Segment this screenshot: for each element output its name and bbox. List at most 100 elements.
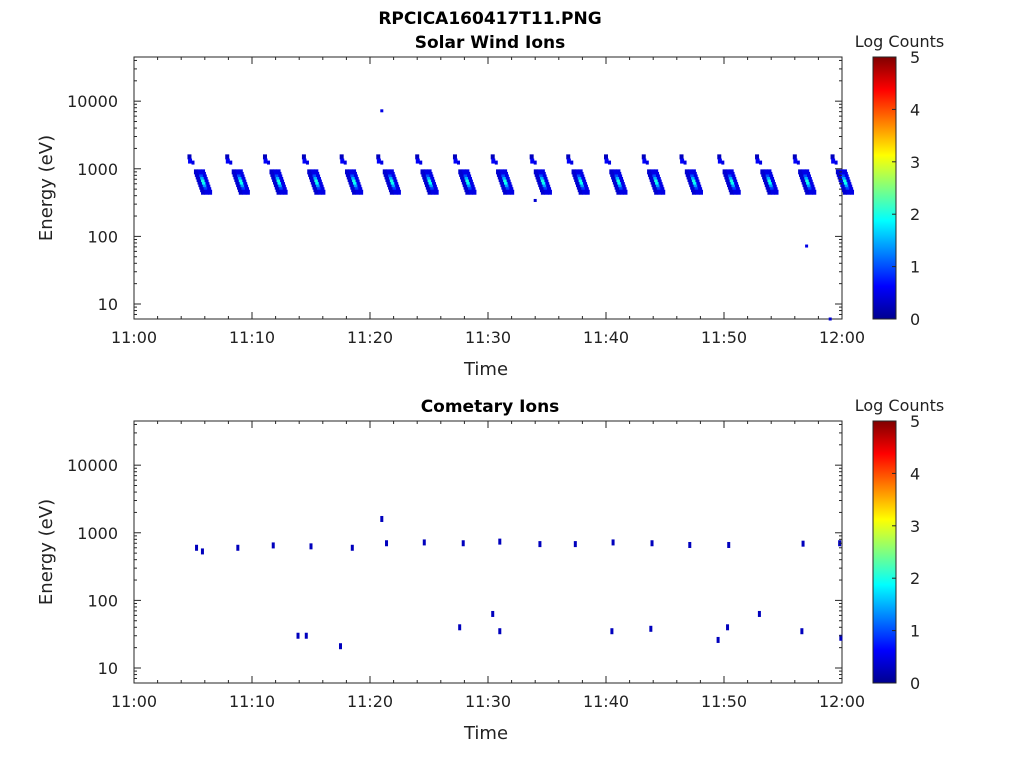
colorbar-tick-label: 0 [910,674,920,693]
heatmap-cell [805,179,810,185]
heatmap-cell [278,184,283,190]
heatmap-cell [540,189,545,195]
colorbar-label: Log Counts [855,32,945,51]
heatmap-cell [316,174,321,180]
heatmap-cell [727,184,732,190]
heatmap-cell [194,171,199,177]
heatmap-cell [463,184,468,190]
heatmap-point [611,539,615,546]
heatmap-cell [649,177,654,183]
heatmap-cell [241,177,246,183]
heatmap-cell [620,182,625,188]
heatmap-cell [617,171,622,177]
heatmap-cell [576,174,581,180]
heatmap-cell [387,171,392,177]
heatmap-cell [262,154,267,160]
heatmap-cell [197,169,202,175]
heatmap-cell [698,189,703,195]
colorbar-tick-label: 2 [910,569,920,588]
heatmap-point [236,544,240,551]
heatmap-cell [465,179,470,185]
x-tick-label: 11:20 [347,328,393,347]
heatmap-cell [693,174,698,180]
heatmap-cell [393,189,398,195]
heatmap-cell [734,184,739,190]
heatmap-cell [730,171,735,177]
heatmap-cell [655,182,660,188]
heatmap-cell [503,169,508,175]
heatmap-cell [842,179,847,185]
heatmap-cell [612,169,617,175]
heatmap-point [533,198,537,202]
heatmap-cell [426,187,431,193]
heatmap-cells [187,109,855,321]
heatmap-cell [274,184,279,190]
colorbar-label: Log Counts [855,396,945,415]
heatmap-cell [846,179,851,185]
heatmap-cell [655,184,660,190]
heatmap-cell [243,182,248,188]
heatmap-cell [235,169,240,175]
heatmap-cell [768,182,773,188]
heatmap-cell [347,177,352,183]
heatmap-cell [225,154,230,160]
heatmap-cell [420,169,425,175]
heatmap-cell [434,189,439,195]
heatmap-cell [848,184,853,190]
heatmap-cell [316,187,321,193]
heatmap-cell [763,177,768,183]
heatmap-cell [462,182,467,188]
heatmap-cell [728,187,733,193]
heatmap-cell [566,154,571,160]
heatmap-cell [770,187,775,193]
heatmap-cell [236,182,241,188]
heatmap-cell [349,171,354,177]
heatmap-cell [276,179,281,185]
heatmap-cell [615,187,620,193]
heatmap-point [385,540,389,547]
heatmap-cell [541,182,546,188]
heatmap-cell [583,184,588,190]
heatmap-cell [734,182,739,188]
heatmap-cell [429,174,434,180]
heatmap-point [688,541,692,548]
heatmap-cell [274,174,279,180]
heatmap-cell [201,189,206,195]
heatmap-cell [204,189,209,195]
heatmap-cell [464,187,469,193]
heatmap-cell [238,189,243,195]
heatmap-cell [465,189,470,195]
heatmap-cell [241,187,246,193]
heatmap-cell [207,187,212,193]
heatmap-cell [808,189,813,195]
heatmap-cell [650,179,655,185]
heatmap-cell [351,187,356,193]
heatmap-cell [583,182,588,188]
heatmap-cell [622,187,627,193]
heatmap-cell [508,184,513,190]
heatmap-cell [191,160,195,165]
heatmap-cell [763,179,768,185]
heatmap-cell [204,179,209,185]
heatmap-cell [613,171,618,177]
heatmap-point [839,634,843,641]
heatmap-cell [581,187,586,193]
y-tick-label: 1000 [77,160,118,179]
heatmap-cell [343,160,347,165]
heatmap-cells [195,515,843,650]
heatmap-cell [687,177,692,183]
heatmap-cell [688,179,693,185]
heatmap-cell [431,179,436,185]
heatmap-cell [613,182,618,188]
heatmap-cell [695,179,700,185]
heatmap-cell [358,187,363,193]
heatmap-cell [661,189,666,195]
heatmap-cell [316,177,321,183]
heatmap-cell [801,169,806,175]
heatmap-cell [237,174,242,180]
heatmap-cell [759,160,763,165]
heatmap-cell [462,171,467,177]
colorbar: Log Counts 0 1 2 3 4 5 [855,396,945,693]
heatmap-cell [242,179,247,185]
heatmap-cell [578,169,583,175]
